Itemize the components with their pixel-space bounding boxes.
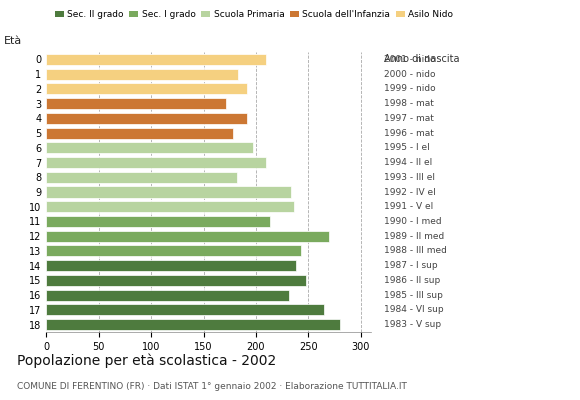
Bar (46, 113, 246, 124)
Text: 1992 - IV el: 1992 - IV el (384, 188, 436, 196)
Text: 1996 - mat: 1996 - mat (384, 128, 434, 138)
Text: 1983 - V sup: 1983 - V sup (384, 320, 441, 329)
Text: 1986 - II sup: 1986 - II sup (384, 276, 440, 285)
Text: 2000 - nido: 2000 - nido (384, 70, 436, 79)
Bar (46, 216, 270, 227)
Text: 1985 - III sup: 1985 - III sup (384, 291, 443, 300)
Text: 1989 - II med: 1989 - II med (384, 232, 444, 241)
Bar (46, 172, 237, 183)
Text: 1993 - III el: 1993 - III el (384, 173, 435, 182)
Text: 1994 - II el: 1994 - II el (384, 158, 432, 167)
Bar (46, 98, 226, 109)
Bar (46, 319, 340, 330)
Bar (46, 186, 291, 198)
Text: 1997 - mat: 1997 - mat (384, 114, 434, 123)
Text: 1991 - V el: 1991 - V el (384, 202, 433, 211)
Bar (46, 68, 238, 80)
Text: 2001 - nido: 2001 - nido (384, 55, 436, 64)
Text: 1998 - mat: 1998 - mat (384, 99, 434, 108)
Bar (46, 260, 296, 271)
Text: 1995 - I el: 1995 - I el (384, 143, 430, 152)
Bar (46, 275, 306, 286)
Bar (46, 304, 324, 316)
Text: Età: Età (4, 36, 23, 46)
Bar (46, 54, 266, 65)
Bar (46, 231, 329, 242)
Text: COMUNE DI FERENTINO (FR) · Dati ISTAT 1° gennaio 2002 · Elaborazione TUTTITALIA.: COMUNE DI FERENTINO (FR) · Dati ISTAT 1°… (17, 382, 407, 391)
Text: 1999 - nido: 1999 - nido (384, 84, 436, 93)
Bar (46, 83, 246, 94)
Legend: Sec. II grado, Sec. I grado, Scuola Primaria, Scuola dell'Infanzia, Asilo Nido: Sec. II grado, Sec. I grado, Scuola Prim… (51, 6, 457, 23)
Bar (46, 142, 253, 153)
Text: 1987 - I sup: 1987 - I sup (384, 261, 437, 270)
Text: 1988 - III med: 1988 - III med (384, 246, 447, 256)
Bar (46, 201, 293, 212)
Text: 1984 - VI sup: 1984 - VI sup (384, 305, 444, 314)
Bar (46, 290, 289, 301)
Bar (46, 246, 301, 256)
Bar (46, 157, 266, 168)
Text: Popolazione per età scolastica - 2002: Popolazione per età scolastica - 2002 (17, 354, 277, 368)
Text: 1990 - I med: 1990 - I med (384, 217, 441, 226)
Bar (46, 128, 233, 138)
Text: Anno di nascita: Anno di nascita (384, 54, 459, 64)
